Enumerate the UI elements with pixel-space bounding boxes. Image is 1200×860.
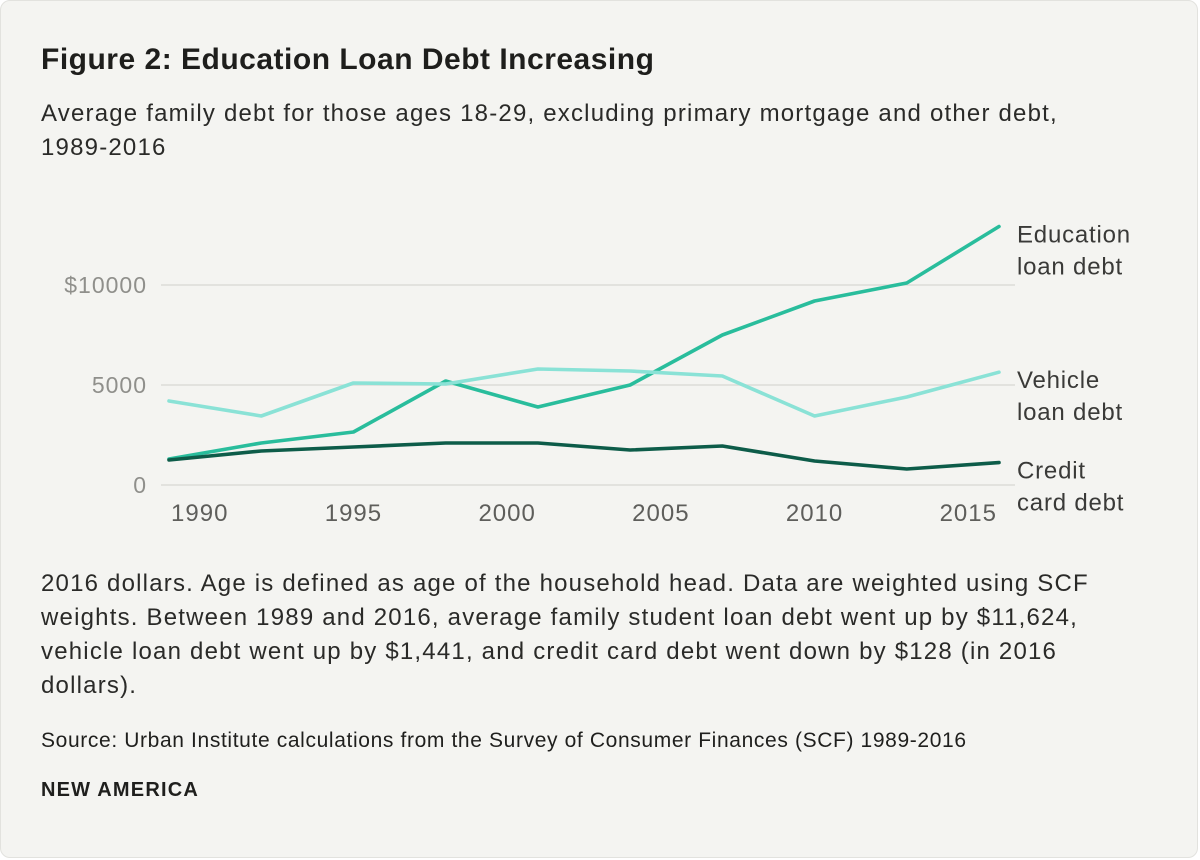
y-axis-tick-label: $10000: [64, 272, 147, 298]
series-line-vehicle-loan-debt: [167, 367, 1001, 418]
y-axis-tick-label: 5000: [92, 372, 147, 398]
series-label-education-loan-debt: Education loan debt: [1017, 222, 1131, 281]
line-chart: 0 5000 $10000 1990 1995 2000 2005 2010 2015 Educa…: [64, 222, 1131, 527]
x-axis-tick-label: 1995: [325, 500, 382, 527]
x-axis-tick-label: 2000: [478, 500, 535, 527]
new-america-logo: NEW AMERICA: [41, 779, 200, 802]
x-axis-tick-label: 1990: [171, 500, 228, 527]
chart-area: 0 5000 $10000 1990 1995 2000 2005 2010 2015 Educa…: [41, 189, 1157, 537]
figure-subtitle: Average family debt for those ages 18-29…: [41, 100, 1058, 162]
source-line: Source: Urban Institute calculations fro…: [41, 729, 967, 753]
figure-title: Figure 2: Education Loan Debt Increasing: [41, 43, 655, 76]
series-line-credit-card-debt: [167, 441, 1001, 471]
series-label-vehicle-loan-debt: Vehicle loan debt: [1017, 367, 1123, 426]
y-axis-tick-label: 0: [133, 472, 147, 498]
x-axis-tick-label: 2010: [786, 500, 843, 527]
x-axis-tick-label: 2005: [632, 500, 689, 527]
series-line-education-loan-debt: [167, 224, 1001, 461]
x-axis-tick-label: 2015: [940, 500, 997, 527]
series-label-credit-card-debt: Credit card debt: [1017, 458, 1124, 517]
figure-note: 2016 dollars. Age is defined as age of t…: [41, 570, 1089, 700]
